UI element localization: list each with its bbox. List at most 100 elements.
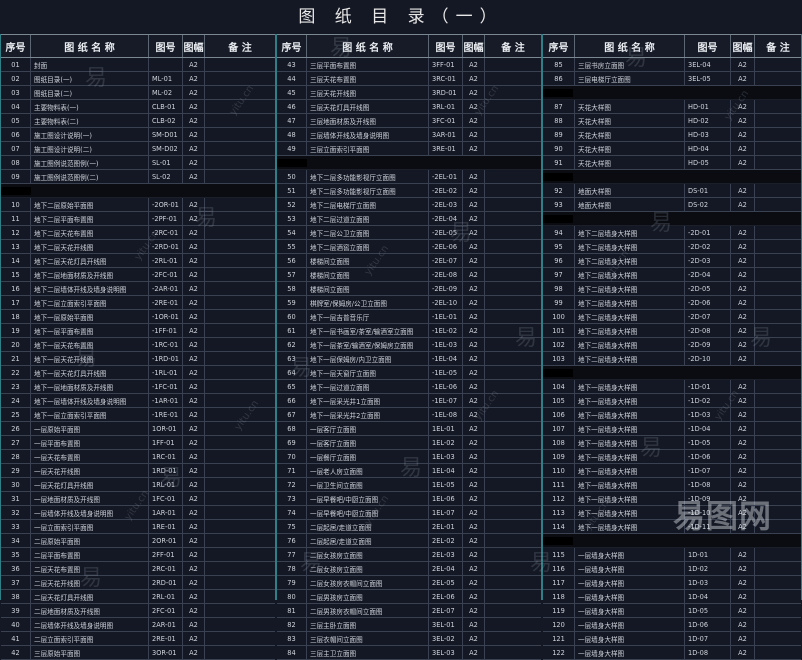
cell-number: 02 [1, 72, 31, 85]
cell-remark [485, 268, 541, 281]
table-row: 104 地下一层墙身大样图 -1D-01 A2 [543, 380, 801, 394]
cell-code: -2D-06 [685, 296, 731, 309]
cell-name: 一层早餐吧/中厨立面图 [307, 492, 429, 505]
table-row: 37 二层天花开线图 2RD-01 A2 [1, 576, 275, 590]
cell-name: 一层墙身大样图 [575, 618, 685, 631]
cell-number: 75 [277, 520, 307, 533]
cell-code: -1AR-01 [149, 394, 183, 407]
table-row: 31 一层地面材质及开线图 1FC-01 A2 [1, 492, 275, 506]
cell-code: 2AR-01 [149, 618, 183, 631]
cell-name: 二层起居/走道立面图 [307, 520, 429, 533]
cell-code: -2D-05 [685, 282, 731, 295]
cell-code: 1D-01 [685, 548, 731, 561]
table-row: 16 地下二层墙体开线及墙身说明图 -2AR-01 A2 [1, 282, 275, 296]
cell-size: A2 [731, 114, 755, 127]
table-row: 115 一层墙身大样图 1D-01 A2 [543, 548, 801, 562]
table-row: 103 地下二层墙身大样图 -2D-10 A2 [543, 352, 801, 366]
table-row: 27 一层平面布置图 1FF-01 A2 [1, 436, 275, 450]
cell-name: 主要物料表(二) [31, 114, 149, 127]
col-header-name: 图 纸 名 称 [31, 35, 149, 57]
table-row: 54 地下二层公卫立面图 -2EL-05 A2 [277, 226, 541, 240]
cell-name: 地下一层天花灯具开线图 [31, 366, 149, 379]
cell-size: A2 [183, 338, 205, 351]
cell-code: 3OR-01 [149, 646, 183, 659]
cell-name: 地下二层天花布置图 [31, 226, 149, 239]
cell-size: A2 [463, 72, 485, 85]
cell-code: -2EL-10 [429, 296, 463, 309]
cell-size: A2 [183, 646, 205, 659]
cell-remark [485, 338, 541, 351]
cell-remark [485, 240, 541, 253]
cell-name: 地下二层墙身大样图 [575, 324, 685, 337]
cell-number: 95 [543, 240, 575, 253]
table-row: 48 三层墙体开线及墙身说明图 3AR-01 A2 [277, 128, 541, 142]
cell-size: A2 [183, 114, 205, 127]
cell-name: 地下一层墙身大样图 [575, 506, 685, 519]
cell-number: 120 [543, 618, 575, 631]
table-row: 88 天花大样图 HD-02 A2 [543, 114, 801, 128]
cell-name: 一层墙体开线及墙身说明图 [31, 506, 149, 519]
cell-code: -2D-08 [685, 324, 731, 337]
table-row: 08 施工图例说范图例(一) SL-01 A2 [1, 156, 275, 170]
cell-number: 50 [277, 170, 307, 183]
cell-size: A2 [463, 618, 485, 631]
cell-size: A2 [463, 604, 485, 617]
cell-number: 86 [543, 72, 575, 85]
cell-size: A2 [463, 324, 485, 337]
cell-size: A2 [183, 632, 205, 645]
cell-code: 2EL-01 [429, 520, 463, 533]
cell-name: 地下二层墙身大样图 [575, 282, 685, 295]
cell-remark [205, 142, 275, 155]
cell-code: ML-01 [149, 72, 183, 85]
cell-number: 84 [277, 646, 307, 659]
cell-remark [485, 352, 541, 365]
cell-remark [485, 506, 541, 519]
cell-remark [205, 450, 275, 463]
cell-size: A2 [183, 366, 205, 379]
cell-name: 一层地面材质及开线图 [31, 492, 149, 505]
cell-size: A2 [183, 394, 205, 407]
cell-number: 108 [543, 436, 575, 449]
cell-name: 施工图例说范图例(一) [31, 156, 149, 169]
cell-remark [755, 282, 801, 295]
cell-remark [755, 576, 801, 589]
cell-size: A2 [463, 86, 485, 99]
cell-name: 二层男孩房衣帽间立面图 [307, 604, 429, 617]
cell-number: 60 [277, 310, 307, 323]
cell-size: A2 [731, 548, 755, 561]
cell-name: 天花大样图 [575, 128, 685, 141]
cell-size: A2 [731, 142, 755, 155]
cell-name: 地下二层墙身大样图 [575, 338, 685, 351]
table-row: 06 施工图设计说明(一) SM-D01 A2 [1, 128, 275, 142]
cell-number: 13 [1, 240, 31, 253]
cell-number: 06 [1, 128, 31, 141]
cell-remark [755, 338, 801, 351]
cell-size: A2 [463, 408, 485, 421]
cell-code: -1D-08 [685, 478, 731, 491]
cell-code: 3AR-01 [429, 128, 463, 141]
cell-number: 79 [277, 576, 307, 589]
cell-remark [205, 338, 275, 351]
cell-code: -1EL-08 [429, 408, 463, 421]
cell-size: A2 [463, 506, 485, 519]
cell-name: 二层女孩房立面图 [307, 548, 429, 561]
table-row: 76 二层起居/走道立面图 2EL-02 A2 [277, 534, 541, 548]
table-row: 36 二层天花布置图 2RC-01 A2 [1, 562, 275, 576]
cell-name: 三层平面布置图 [307, 58, 429, 71]
cell-size: A2 [183, 576, 205, 589]
cell-code: -1RD-01 [149, 352, 183, 365]
cell-remark [485, 128, 541, 141]
cell-name: 二层地面材质及开线图 [31, 604, 149, 617]
cell-remark [755, 296, 801, 309]
cell-code: -1OR-01 [149, 310, 183, 323]
cell-remark [485, 254, 541, 267]
table-row: 20 地下一层天花布置图 -1RC-01 A2 [1, 338, 275, 352]
cell-size: A2 [731, 240, 755, 253]
cell-size: A2 [731, 254, 755, 267]
cell-number: 45 [277, 86, 307, 99]
redaction-block [543, 88, 573, 97]
cell-number: 109 [543, 450, 575, 463]
col-header-code: 图号 [685, 35, 731, 57]
table-row: 53 地下二层过道立面图 -2EL-04 A2 [277, 212, 541, 226]
cell-number: 34 [1, 534, 31, 547]
